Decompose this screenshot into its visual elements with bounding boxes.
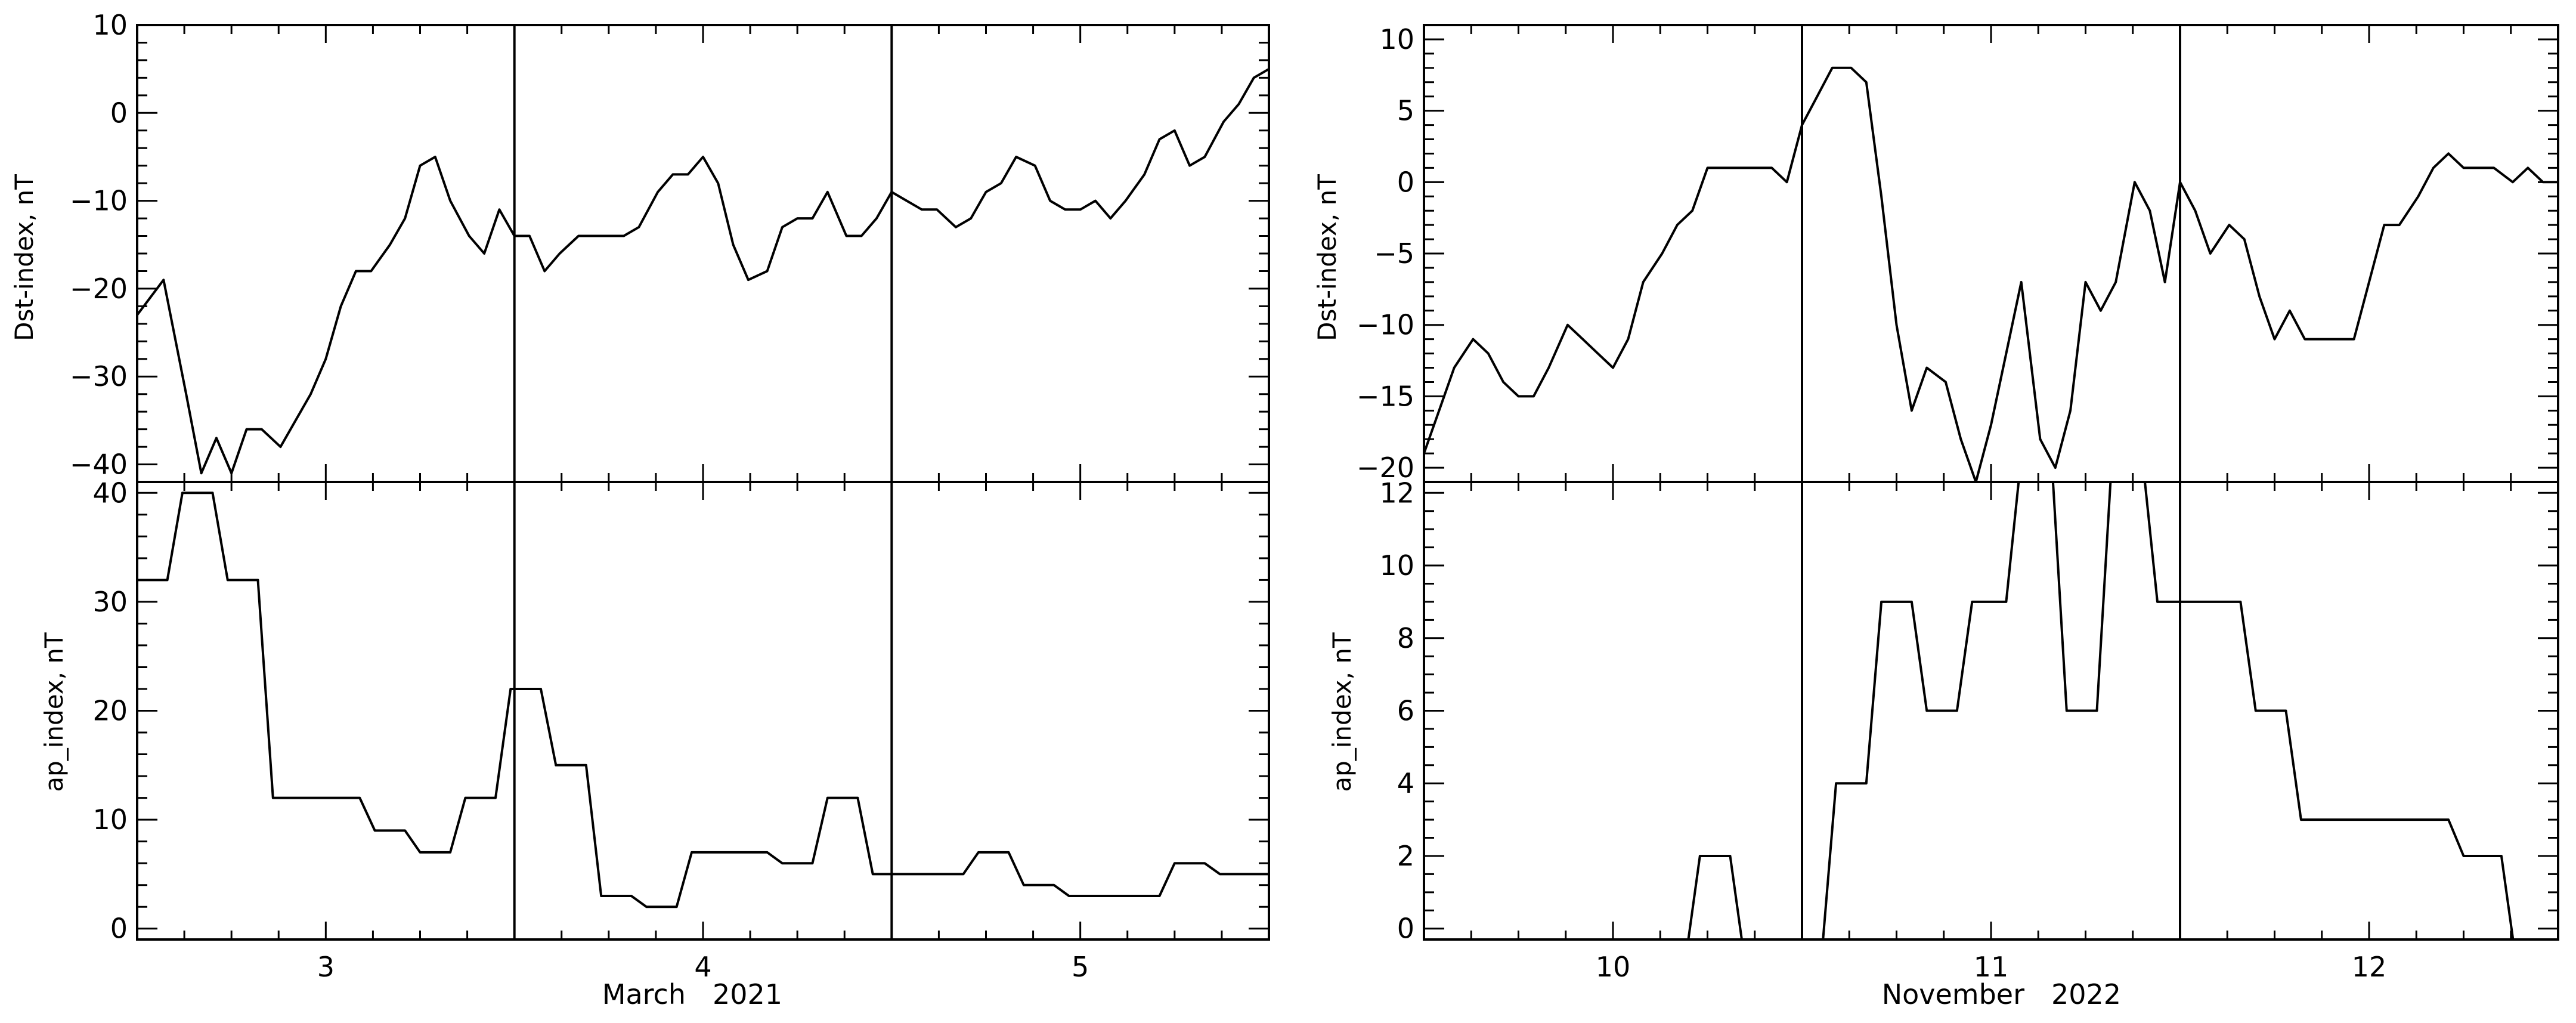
left-bottom-plot-frame — [136, 481, 1270, 941]
left-top-ytick-label: 0 — [110, 97, 128, 129]
right-bottom-series-line — [1687, 482, 2515, 939]
right-top-series-line — [1424, 66, 2558, 482]
left-bottom-xtick-label: 5 — [1072, 951, 1089, 983]
left-xlabel-year: 2021 — [713, 978, 782, 1010]
right-bottom-xtick-label: 10 — [1596, 951, 1631, 983]
left-top-ytick-label: −10 — [70, 185, 128, 217]
right-top-ytick-label: −10 — [1357, 309, 1414, 341]
right-bottom-plot-frame — [1423, 481, 2559, 941]
right-xlabel-month: November — [1882, 978, 2024, 1010]
left-bottom-ytick-label: 20 — [92, 695, 128, 727]
right-xlabel-year: 2022 — [2051, 978, 2121, 1010]
left-top-ytick-label: −20 — [70, 273, 128, 305]
left-bottom-xtick-label: 4 — [694, 951, 711, 983]
right-top-ytick-label: 0 — [1397, 166, 1414, 198]
right-top-ytick-label: −15 — [1357, 380, 1414, 412]
left-bottom-ytick-label: 0 — [110, 913, 128, 945]
right-bottom-ytick-label: 8 — [1397, 622, 1414, 654]
right-ap-panel: ap_index, nT November 2022 0 2 4 6 8 10 12 10 11… — [1327, 477, 2559, 1010]
right-ap-ylabel: ap_index, nT — [1327, 632, 1357, 792]
left-top-ytick-label: −40 — [70, 449, 128, 481]
left-bottom-ytick-label: 30 — [92, 586, 128, 618]
left-xlabel-month: March — [602, 978, 686, 1010]
right-bottom-ytick-label: 4 — [1397, 767, 1414, 799]
left-top-series-line — [137, 67, 1269, 475]
right-top-ytick-label: 10 — [1379, 23, 1414, 55]
right-top-ytick-label: 5 — [1397, 95, 1414, 127]
left-ap-panel: ap_index, nT March 2021 0 10 20 30 40 3 4 5 — [39, 477, 1270, 1010]
right-dst-ylabel: Dst-index, nT — [1312, 174, 1342, 341]
right-bottom-ytick-label: 2 — [1397, 840, 1414, 872]
left-bottom-ytick-label: 10 — [92, 803, 128, 836]
left-top-ytick-label: 10 — [92, 9, 128, 41]
left-ap-ylabel: ap_index, nT — [39, 632, 69, 792]
right-bottom-ytick-label: 12 — [1379, 477, 1414, 509]
right-bottom-ytick-label: 0 — [1397, 913, 1414, 945]
left-bottom-series-line — [137, 492, 1269, 908]
right-bottom-ytick-label: 10 — [1379, 549, 1414, 582]
left-bottom-ytick-label: 40 — [92, 477, 128, 509]
left-top-ytick-label: −30 — [70, 360, 128, 392]
right-top-ytick-label: −5 — [1374, 237, 1414, 270]
right-bottom-ytick-label: 6 — [1397, 695, 1414, 727]
right-bottom-xtick-label: 12 — [2352, 951, 2387, 983]
left-dst-ylabel: Dst-index, nT — [10, 174, 39, 341]
right-bottom-xtick-label: 11 — [1974, 951, 2009, 983]
left-bottom-xtick-label: 3 — [317, 951, 335, 983]
right-top-ytick-label: −20 — [1357, 452, 1414, 484]
